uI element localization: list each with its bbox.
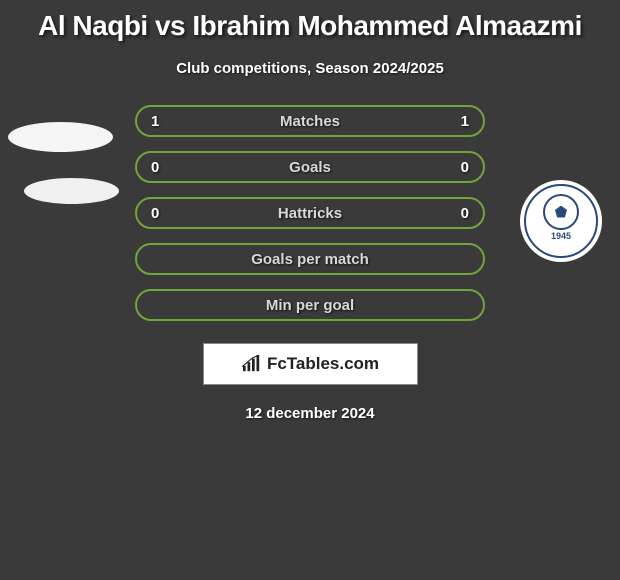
- stat-row-goals: 0 Goals 0: [135, 151, 485, 183]
- stat-right-value: 1: [461, 113, 469, 130]
- stat-label: Hattricks: [278, 205, 342, 222]
- logo-year: 1945: [551, 231, 571, 241]
- page-title: Al Naqbi vs Ibrahim Mohammed Almaazmi: [0, 0, 620, 42]
- stat-label: Goals per match: [251, 251, 369, 268]
- stat-row-goals-per-match: Goals per match: [135, 243, 485, 275]
- bar-chart-icon: [241, 355, 263, 373]
- stat-label: Matches: [280, 113, 340, 130]
- date-line: 12 december 2024: [0, 405, 620, 422]
- stat-label: Goals: [289, 159, 331, 176]
- left-placeholder-shape-1: [8, 122, 113, 152]
- logo-inner-ring: 1945: [524, 184, 598, 258]
- brand-box: FcTables.com: [203, 343, 418, 385]
- brand-name: FcTables.com: [267, 354, 379, 374]
- stat-left-value: 0: [151, 205, 159, 222]
- stat-row-matches: 1 Matches 1: [135, 105, 485, 137]
- stat-label: Min per goal: [266, 297, 354, 314]
- stat-row-min-per-goal: Min per goal: [135, 289, 485, 321]
- soccer-ball-icon: [543, 194, 579, 230]
- left-placeholder-shape-2: [24, 178, 119, 204]
- stat-right-value: 0: [461, 159, 469, 176]
- stat-right-value: 0: [461, 205, 469, 222]
- stat-left-value: 0: [151, 159, 159, 176]
- stat-row-hattricks: 0 Hattricks 0: [135, 197, 485, 229]
- right-club-logo: 1945: [520, 180, 602, 262]
- page-subtitle: Club competitions, Season 2024/2025: [0, 60, 620, 77]
- stat-left-value: 1: [151, 113, 159, 130]
